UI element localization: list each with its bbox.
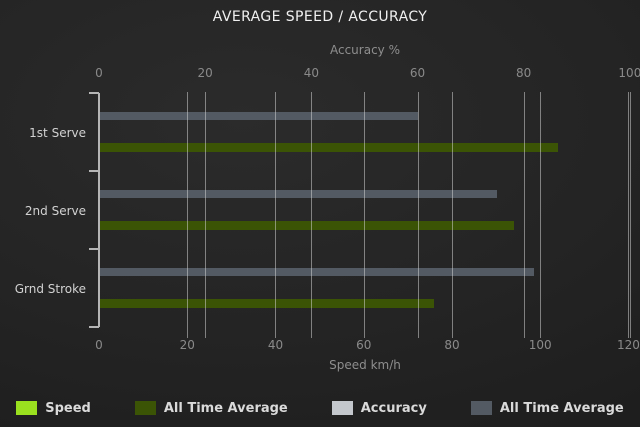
y-axis-spine [98, 93, 100, 327]
top-tick-label-80: 80 [516, 66, 532, 80]
category-label-3: Grnd Stroke [14, 282, 86, 296]
top-gridline-40 [311, 92, 313, 338]
bottom-gridline-40 [275, 92, 277, 338]
chart-title: AVERAGE SPEED / ACCURACY [212, 9, 428, 25]
bottom-tick-label-80: 80 [444, 338, 460, 352]
legend-swatch [470, 401, 492, 415]
top-tick-label-100: 100 [618, 66, 640, 80]
legend-item-speed: Speed [16, 401, 91, 416]
top-axis-title: Accuracy % [329, 43, 401, 57]
y-axis-tick [89, 92, 99, 94]
legend-label: All Time Average [163, 400, 288, 416]
bar-all-time-average-1 [100, 112, 418, 120]
bottom-gridline-20 [187, 92, 189, 338]
top-gridline-20 [205, 92, 207, 338]
bottom-tick-label-120: 120 [617, 338, 640, 352]
bar-all-time-average-2 [100, 190, 498, 198]
legend-item-all-time-average: All Time Average [470, 400, 624, 416]
top-gridline-100 [629, 92, 631, 338]
legend-label: Accuracy [360, 400, 427, 416]
top-tick-label-20: 20 [197, 66, 213, 80]
y-axis-tick [89, 326, 99, 328]
bottom-gridline-60 [363, 92, 365, 338]
bar-all-time-average-3 [100, 268, 535, 276]
legend-swatch [16, 401, 38, 415]
bottom-tick-label-20: 20 [179, 338, 195, 352]
category-label-1: 1st Serve [29, 126, 86, 140]
top-tick-label-0: 0 [95, 66, 103, 80]
bar-all-time-average-1 [100, 143, 558, 152]
bottom-axis-title: Speed km/h [329, 358, 401, 372]
bottom-tick-label-40: 40 [267, 338, 284, 352]
chart-legend: Speed All Time Average Accuracy All Time Av… [0, 397, 640, 419]
bar-all-time-average-3 [100, 299, 435, 308]
y-axis-tick [89, 170, 99, 172]
legend-swatch [331, 401, 353, 415]
top-tick-label-60: 60 [409, 66, 426, 80]
legend-label: Speed [45, 400, 91, 416]
legend-swatch [134, 401, 156, 415]
bottom-gridline-120 [628, 92, 630, 338]
bottom-gridline-80 [451, 92, 453, 338]
legend-item-all-time-average: All Time Average [134, 400, 288, 416]
legend-item-accuracy: Accuracy [331, 400, 427, 416]
bar-all-time-average-2 [100, 221, 514, 230]
bottom-tick-label-60: 60 [356, 338, 372, 352]
bottom-tick-label-0: 0 [95, 338, 103, 352]
top-tick-label-40: 40 [303, 66, 319, 80]
top-gridline-60 [417, 92, 419, 338]
category-label-2: 2nd Serve [24, 204, 86, 218]
y-axis-tick [89, 248, 99, 250]
bottom-gridline-100 [540, 92, 542, 338]
bottom-tick-label-100: 100 [528, 338, 552, 352]
top-gridline-80 [523, 92, 525, 338]
legend-label: All Time Average [499, 400, 624, 416]
